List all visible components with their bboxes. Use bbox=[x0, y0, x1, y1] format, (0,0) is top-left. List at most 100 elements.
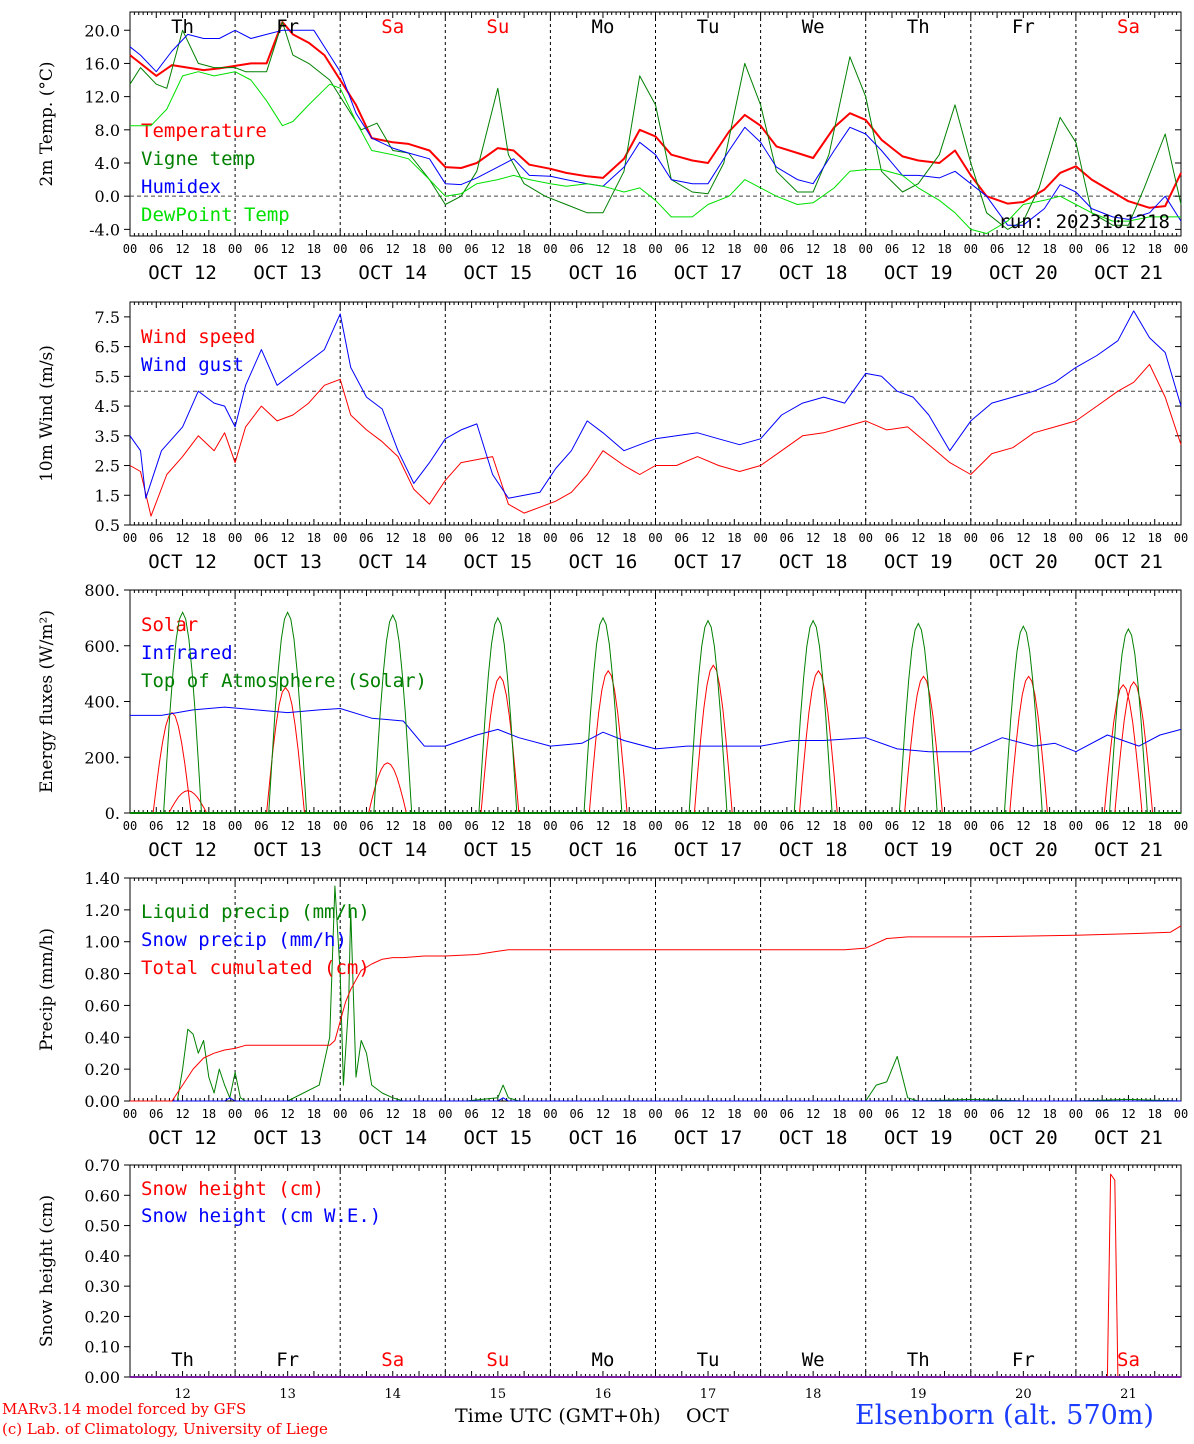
legend-entry: Vigne temp bbox=[141, 148, 255, 170]
x-tick-label: 00 bbox=[1069, 819, 1083, 833]
series-line-top-of-atmosphere-solar- bbox=[478, 616, 518, 814]
y-tick-label: 5.5 bbox=[95, 367, 120, 386]
x-tick-label: 06 bbox=[1095, 1107, 1109, 1121]
date-label: OCT 18 bbox=[779, 551, 848, 573]
x-tick-label: 18 bbox=[1042, 531, 1056, 545]
x-tick-label: 18 bbox=[832, 531, 846, 545]
station-label: Elsenborn (alt. 570m) bbox=[855, 1400, 1154, 1431]
date-label: OCT 19 bbox=[884, 839, 953, 861]
series-line-top-of-atmosphere-solar- bbox=[793, 619, 833, 814]
x-tick-label: 18 bbox=[1147, 531, 1161, 545]
y-tick-label: 0.0 bbox=[95, 187, 120, 206]
x-tick-label: 12 bbox=[1016, 1107, 1030, 1121]
y-tick-label: 0.00 bbox=[84, 1368, 120, 1387]
y-axis-label: 2m Temp. (°C) bbox=[37, 61, 57, 186]
y-tick-label: 0.00 bbox=[84, 1092, 120, 1111]
x-tick-label: 12 bbox=[491, 1107, 505, 1121]
y-tick-label: 7.5 bbox=[95, 308, 120, 327]
x-tick-label: 06 bbox=[885, 242, 899, 256]
x-tick-label: 00 bbox=[648, 819, 662, 833]
x-tick-label: 06 bbox=[254, 1107, 268, 1121]
x-tick-label: 12 bbox=[1016, 531, 1030, 545]
x-tick-label: 06 bbox=[464, 531, 478, 545]
x-tick-label: 06 bbox=[149, 1107, 163, 1121]
x-tick-label: 12 bbox=[701, 1107, 715, 1121]
date-label: OCT 16 bbox=[569, 551, 638, 573]
x-tick-label: 00 bbox=[438, 1107, 452, 1121]
x-tick-label: 18 bbox=[307, 242, 321, 256]
x-tick-label: 06 bbox=[569, 242, 583, 256]
x-tick-label: 18 bbox=[622, 1107, 636, 1121]
x-tick-label: 00 bbox=[753, 819, 767, 833]
day-name: Fr bbox=[276, 1349, 299, 1371]
x-tick-label: 00 bbox=[123, 242, 137, 256]
day-number: 17 bbox=[700, 1387, 717, 1402]
x-tick-label: 00 bbox=[753, 242, 767, 256]
y-tick-label: 1.5 bbox=[95, 486, 120, 505]
date-label: OCT 12 bbox=[148, 1127, 217, 1149]
date-label: OCT 13 bbox=[253, 262, 322, 284]
y-tick-label: 0.40 bbox=[84, 1028, 120, 1047]
x-tick-label: 18 bbox=[202, 819, 216, 833]
x-tick-label: 06 bbox=[990, 819, 1004, 833]
x-tick-label: 06 bbox=[675, 819, 689, 833]
x-tick-label: 06 bbox=[254, 819, 268, 833]
x-tick-label: 12 bbox=[1016, 819, 1030, 833]
date-label: OCT 18 bbox=[779, 839, 848, 861]
x-tick-label: 12 bbox=[596, 1107, 610, 1121]
y-tick-label: 0.20 bbox=[84, 1307, 120, 1326]
legend-entry: Solar bbox=[141, 614, 198, 636]
x-tick-label: 06 bbox=[990, 1107, 1004, 1121]
x-tick-label: 18 bbox=[517, 242, 531, 256]
day-name: We bbox=[802, 1349, 825, 1371]
x-tick-label: 18 bbox=[1042, 242, 1056, 256]
y-tick-label: 1.40 bbox=[84, 869, 120, 888]
y-tick-label: -4.0 bbox=[89, 220, 120, 239]
x-tick-label: 12 bbox=[701, 242, 715, 256]
x-tick-label: 00 bbox=[858, 1107, 872, 1121]
date-label: OCT 13 bbox=[253, 839, 322, 861]
day-name: Sa bbox=[1117, 1349, 1140, 1371]
run-label: run: 2023101218 bbox=[998, 211, 1170, 233]
x-tick-label: 18 bbox=[307, 1107, 321, 1121]
series-line-solar bbox=[588, 669, 628, 814]
x-tick-label: 06 bbox=[359, 1107, 373, 1121]
legend-entry: Liquid precip (mm/h) bbox=[141, 901, 370, 923]
x-tick-label: 18 bbox=[307, 819, 321, 833]
legend-entry: DewPoint Temp bbox=[141, 204, 290, 226]
y-axis-label: Energy fluxes (W/m²) bbox=[37, 610, 57, 793]
x-tick-label: 12 bbox=[1121, 531, 1135, 545]
date-label: OCT 14 bbox=[358, 262, 427, 284]
series-line-humidex bbox=[129, 29, 1182, 226]
x-tick-label: 18 bbox=[622, 819, 636, 833]
x-tick-label: 18 bbox=[307, 531, 321, 545]
x-tick-label: 12 bbox=[280, 242, 294, 256]
date-label: OCT 19 bbox=[884, 1127, 953, 1149]
x-tick-label: 00 bbox=[438, 531, 452, 545]
x-tick-label: 06 bbox=[780, 1107, 794, 1121]
x-tick-label: 12 bbox=[175, 1107, 189, 1121]
x-tick-label: 06 bbox=[464, 242, 478, 256]
x-tick-label: 00 bbox=[1174, 531, 1188, 545]
day-name: Mo bbox=[592, 1349, 615, 1371]
x-tick-label: 12 bbox=[596, 531, 610, 545]
legend-entry: Total cumulated (cm) bbox=[141, 957, 370, 979]
x-tick-label: 12 bbox=[701, 819, 715, 833]
x-tick-label: 06 bbox=[990, 242, 1004, 256]
x-tick-label: 12 bbox=[1016, 242, 1030, 256]
x-tick-label: 00 bbox=[858, 819, 872, 833]
date-label: OCT 15 bbox=[464, 262, 533, 284]
x-tick-label: 06 bbox=[885, 1107, 899, 1121]
day-name: Su bbox=[486, 16, 509, 38]
day-number: 16 bbox=[595, 1387, 612, 1402]
x-tick-label: 06 bbox=[254, 531, 268, 545]
x-tick-label: 18 bbox=[202, 242, 216, 256]
y-tick-label: 4.0 bbox=[95, 154, 120, 173]
x-tick-label: 06 bbox=[359, 242, 373, 256]
x-tick-label: 18 bbox=[937, 242, 951, 256]
x-tick-label: 06 bbox=[1095, 242, 1109, 256]
legend-entry: Temperature bbox=[141, 120, 267, 142]
series-line-top-of-atmosphere-solar- bbox=[688, 619, 728, 814]
